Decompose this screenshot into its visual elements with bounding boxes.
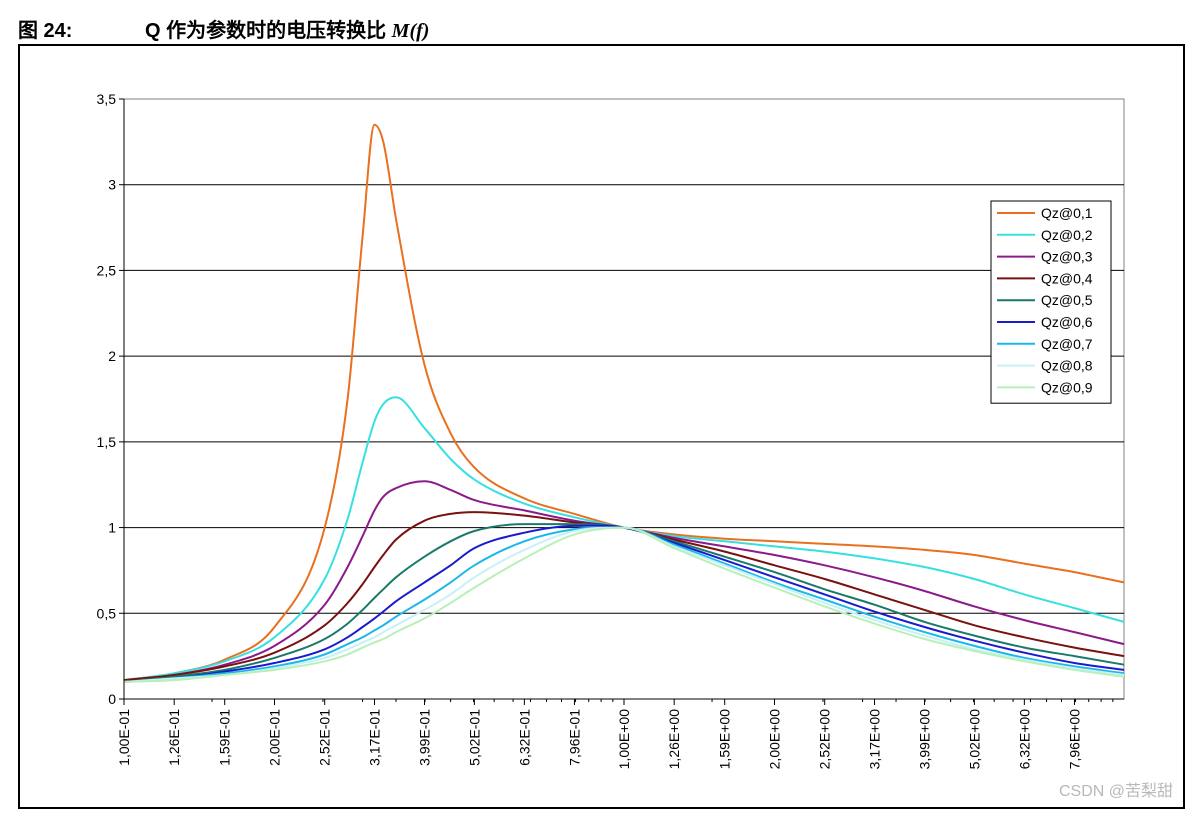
x-tick-label: 1,26E-01 xyxy=(166,709,182,766)
y-tick-label: 3,5 xyxy=(97,91,117,107)
legend-label: Qz@0,2 xyxy=(1041,227,1093,243)
axes: 0 0,5 1 1,5 2 2,5 3 3,5 1,00E-01 1,26E-01 1,59E-01… xyxy=(97,91,1124,769)
figure-number: 图 24: xyxy=(18,20,73,42)
series-line xyxy=(123,523,1125,683)
gridlines xyxy=(123,98,1125,700)
figure-caption: 图 24: Q 作为参数时的电压转换比 M(f) xyxy=(18,14,429,42)
x-tick-label: 1,59E+00 xyxy=(717,709,733,770)
series-line xyxy=(123,511,1125,682)
x-tick-label: 5,02E-01 xyxy=(466,709,482,766)
x-tick-label: 3,17E+00 xyxy=(867,709,883,770)
x-tick-label: 6,32E+00 xyxy=(1016,709,1032,770)
y-tick-label: 1 xyxy=(108,520,116,536)
figure-title: Q 作为参数时的电压转换比 xyxy=(145,20,392,42)
legend-label: Qz@0,7 xyxy=(1041,336,1093,352)
watermark: CSDN @苦梨甜 xyxy=(1058,783,1173,800)
y-tick-label: 0,5 xyxy=(97,605,117,621)
y-tick-label: 1,5 xyxy=(97,434,117,450)
x-tick-label: 7,96E+00 xyxy=(1066,709,1082,770)
legend-label: Qz@0,6 xyxy=(1041,314,1093,330)
series-line xyxy=(123,526,1125,683)
legend-label: Qz@0,9 xyxy=(1041,379,1093,395)
legend-label: Qz@0,1 xyxy=(1041,205,1093,221)
y-tick-label: 2,5 xyxy=(97,262,117,278)
legend-label: Qz@0,8 xyxy=(1041,358,1093,374)
figure-title-function: M(f) xyxy=(391,20,430,42)
y-tick-label: 2 xyxy=(108,348,116,364)
x-tick-label: 7,96E-01 xyxy=(566,709,582,766)
x-tick-label: 5,02E+00 xyxy=(966,709,982,770)
x-tick-label: 1,00E-01 xyxy=(116,709,132,766)
legend-label: Qz@0,3 xyxy=(1041,249,1093,265)
x-tick-label: 3,99E-01 xyxy=(416,709,432,766)
series-line xyxy=(123,526,1125,683)
x-tick-label: 2,52E+00 xyxy=(817,709,833,770)
series-line xyxy=(123,396,1125,682)
series-line xyxy=(123,526,1125,683)
x-tick-label: 1,00E+00 xyxy=(616,709,632,770)
x-tick-label: 2,52E-01 xyxy=(317,709,333,766)
legend-label: Qz@0,4 xyxy=(1041,270,1093,286)
y-tick-label: 3 xyxy=(108,177,116,193)
series-line xyxy=(123,524,1125,683)
chart-frame: 0 0,5 1 1,5 2 2,5 3 3,5 1,00E-01 1,26E-01 1,59E-01… xyxy=(18,44,1185,809)
x-tick-label: 6,32E-01 xyxy=(516,709,532,766)
x-tick-label: 3,17E-01 xyxy=(367,709,383,766)
legend-label: Qz@0,5 xyxy=(1041,292,1093,308)
x-tick-label: 1,26E+00 xyxy=(666,709,682,770)
x-tick-label: 2,00E-01 xyxy=(267,709,283,766)
legend: Qz@0,1 Qz@0,2 Qz@0,3 Qz@0,4 Qz@0,5 Qz@0,6 Qz@0… xyxy=(990,200,1112,404)
series-line xyxy=(123,123,1125,682)
series-lines xyxy=(123,123,1125,683)
y-tick-label: 0 xyxy=(108,691,116,707)
line-chart: 0 0,5 1 1,5 2 2,5 3 3,5 1,00E-01 1,26E-01 1,59E-01… xyxy=(97,91,1125,769)
plot-area xyxy=(123,98,1125,700)
x-tick-label: 1,59E-01 xyxy=(217,709,233,766)
series-line xyxy=(123,480,1125,682)
x-tick-label: 2,00E+00 xyxy=(767,709,783,770)
x-tick-label: 3,99E+00 xyxy=(916,709,932,770)
